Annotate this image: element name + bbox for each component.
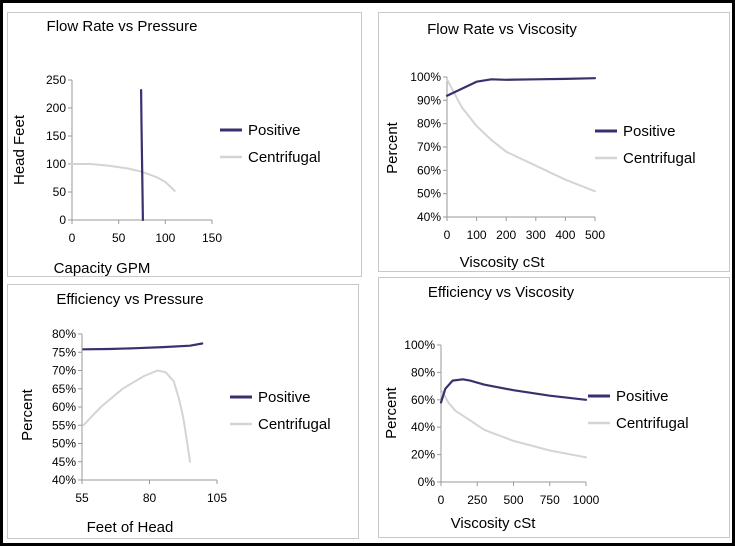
y-tick-label: 0%	[418, 475, 436, 489]
y-tick-label: 0	[59, 213, 66, 227]
y-tick-label: 20%	[411, 448, 435, 462]
x-tick-label: 0	[444, 228, 451, 242]
y-tick-label: 80%	[52, 327, 76, 341]
series-line-centrifugal	[82, 369, 191, 463]
legend-label-centrifugal: Centrifugal	[248, 149, 321, 166]
x-axis-label: Viscosity cSt	[460, 254, 546, 271]
x-tick-label: 750	[540, 493, 560, 507]
x-tick-label: 100	[467, 228, 487, 242]
chart-efficiency-vs-pressure: Efficiency vs Pressure 40% 45% 50% 55% 60% 65%…	[19, 291, 331, 536]
chart-panel-1: Flow Rate vs Pressure 0 50 100 150 200 250 0 50 1…	[7, 12, 362, 277]
chart-title: Efficiency vs Pressure	[56, 291, 203, 308]
chart-panel-4: Efficiency vs Viscosity 0% 20% 40% 60% 80% 100…	[378, 277, 730, 538]
series-line-positive	[82, 342, 204, 351]
y-tick-label: 45%	[52, 455, 76, 469]
chart-title: Flow Rate vs Viscosity	[427, 21, 577, 38]
x-tick-label: 500	[585, 228, 605, 242]
x-axis-label: Feet of Head	[87, 519, 174, 536]
legend-label-positive: Positive	[616, 388, 669, 405]
y-tick-label: 60%	[417, 163, 441, 177]
y-axis-label: Percent	[383, 386, 400, 439]
y-tick-label: 40%	[52, 473, 76, 487]
y-tick-label: 40%	[417, 210, 441, 224]
y-tick-label: 60%	[52, 400, 76, 414]
y-axis-label: Percent	[19, 388, 36, 441]
legend-label-centrifugal: Centrifugal	[623, 150, 696, 167]
y-tick-label: 150	[46, 129, 66, 143]
x-tick-label: 0	[438, 493, 445, 507]
x-tick-label: 500	[503, 493, 523, 507]
y-tick-label: 50	[53, 185, 67, 199]
legend-label-centrifugal: Centrifugal	[258, 416, 331, 433]
x-axis-label: Capacity GPM	[54, 260, 151, 276]
x-tick-label: 250	[467, 493, 487, 507]
x-axis-label: Viscosity cSt	[451, 515, 537, 532]
chart-flow-rate-vs-pressure: Flow Rate vs Pressure 0 50 100 150 200 250 0 50 1…	[11, 18, 321, 276]
series-line-centrifugal	[71, 163, 176, 192]
series-line-centrifugal	[440, 390, 587, 459]
series-line-centrifugal	[446, 78, 596, 193]
y-tick-label: 75%	[52, 345, 76, 359]
y-tick-label: 55%	[52, 418, 76, 432]
y-tick-label: 65%	[52, 382, 76, 396]
x-tick-label: 50	[112, 231, 126, 245]
y-tick-label: 70%	[417, 140, 441, 154]
x-tick-label: 150	[202, 231, 222, 245]
legend-label-centrifugal: Centrifugal	[616, 415, 689, 432]
legend-label-positive: Positive	[248, 122, 301, 139]
x-tick-label: 55	[75, 491, 89, 505]
x-tick-label: 1000	[573, 493, 600, 507]
chart-title: Flow Rate vs Pressure	[47, 18, 198, 35]
y-tick-label: 50%	[417, 187, 441, 201]
chart-panel-2: Flow Rate vs Viscosity 40% 50% 60% 70% 80% 90%…	[378, 12, 730, 272]
x-tick-label: 80	[143, 491, 157, 505]
y-axis-label: Percent	[384, 121, 401, 174]
x-tick-label: 200	[496, 228, 516, 242]
y-axis-label: Head Feet	[11, 114, 28, 185]
chart-efficiency-vs-viscosity: Efficiency vs Viscosity 0% 20% 40% 60% 80% 100…	[383, 284, 689, 532]
chart-title: Efficiency vs Viscosity	[428, 284, 575, 301]
series-line-positive	[439, 378, 588, 404]
y-tick-label: 250	[46, 73, 66, 87]
series-line-positive	[140, 88, 144, 222]
x-tick-label: 100	[155, 231, 175, 245]
y-tick-label: 40%	[411, 420, 435, 434]
x-tick-label: 300	[526, 228, 546, 242]
chart-flow-rate-vs-viscosity: Flow Rate vs Viscosity 40% 50% 60% 70% 80% 90%…	[384, 21, 696, 271]
legend-label-positive: Positive	[258, 389, 311, 406]
y-tick-label: 80%	[411, 365, 435, 379]
y-tick-label: 90%	[417, 93, 441, 107]
y-tick-label: 200	[46, 101, 66, 115]
x-tick-label: 105	[207, 491, 227, 505]
y-tick-label: 100	[46, 157, 66, 171]
y-tick-label: 70%	[52, 364, 76, 378]
x-tick-label: 0	[69, 231, 76, 245]
chart-panel-3: Efficiency vs Pressure 40% 45% 50% 55% 60% 65%…	[7, 284, 359, 539]
x-tick-label: 400	[555, 228, 575, 242]
y-tick-label: 100%	[404, 338, 435, 352]
figure-frame: Flow Rate vs Pressure 0 50 100 150 200 250 0 50 1…	[3, 3, 732, 543]
y-tick-label: 60%	[411, 393, 435, 407]
series-line-positive	[445, 77, 597, 97]
y-tick-label: 80%	[417, 117, 441, 131]
legend-label-positive: Positive	[623, 123, 676, 140]
y-tick-label: 100%	[410, 70, 441, 84]
y-tick-label: 50%	[52, 437, 76, 451]
